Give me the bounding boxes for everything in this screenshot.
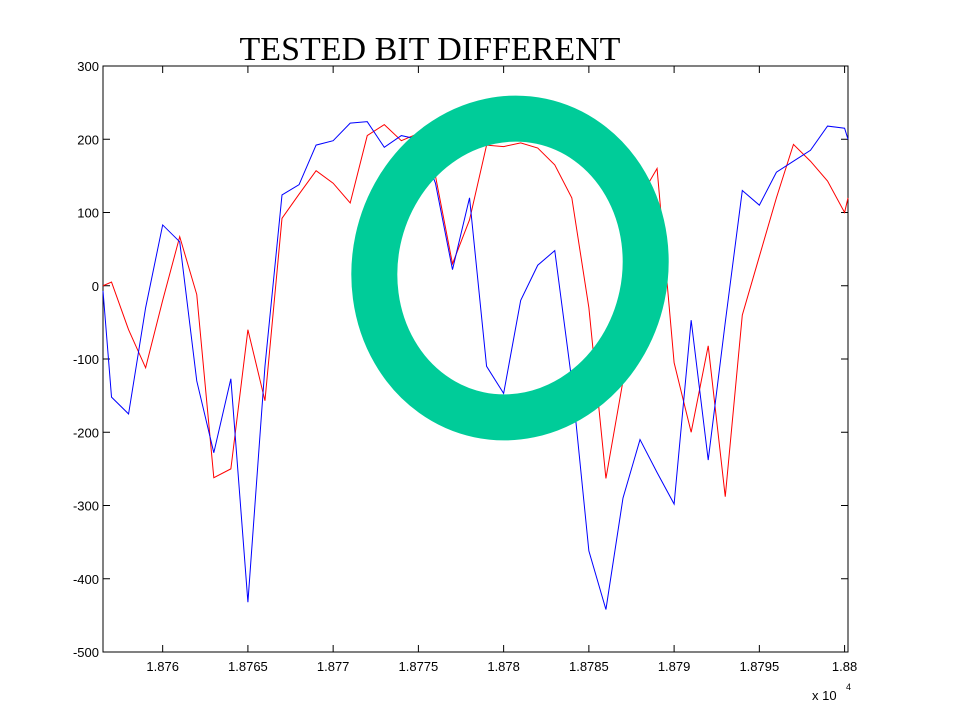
plot: -500 -400 -300 -200 -100 0 100 200 300 1.876 1.876… — [73, 59, 857, 674]
x-tick-label: 1.878 — [487, 659, 520, 674]
y-tick-label: -500 — [73, 645, 99, 660]
x-scale-exponent: 4 — [846, 682, 851, 692]
y-tick-label: 0 — [92, 279, 99, 294]
y-tick-label: -100 — [73, 352, 99, 367]
plot-frame — [102, 65, 849, 653]
y-tick-label: -200 — [73, 425, 99, 440]
y-tick-label: 200 — [77, 132, 99, 147]
x-tick-label: 1.88 — [832, 659, 857, 674]
chart-title: TESTED BIT DIFFERENT — [240, 31, 621, 68]
x-tick-label: 1.8765 — [228, 659, 268, 674]
x-tick-label: 1.8795 — [739, 659, 779, 674]
x-tick-label: 1.8775 — [399, 659, 439, 674]
x-tick-label: 1.877 — [317, 659, 350, 674]
series-line — [102, 123, 849, 497]
y-tick-label: 100 — [77, 206, 99, 221]
x-tick-label: 1.8785 — [569, 659, 609, 674]
circle-annotation — [351, 95, 669, 441]
x-tick-label: 1.876 — [146, 659, 179, 674]
y-tick-label: 300 — [77, 59, 99, 74]
x-tick-label: 1.879 — [658, 659, 691, 674]
y-tick-label: -300 — [73, 499, 99, 514]
y-tick-label: -400 — [73, 572, 99, 587]
x-scale-label: x 10 — [812, 688, 837, 703]
series-line — [102, 121, 849, 610]
